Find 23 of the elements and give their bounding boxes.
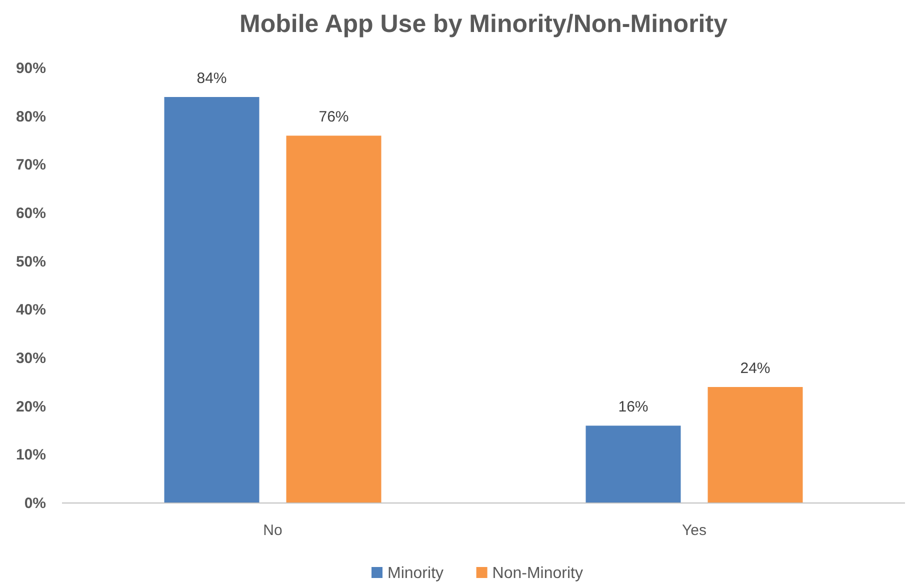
data-label: 24% [740,360,770,377]
y-tick-label: 10% [16,446,46,464]
y-tick-label: 50% [16,253,46,270]
bar [286,136,382,503]
data-label: 16% [618,398,648,416]
y-tick-label: 0% [24,495,46,512]
bar [164,97,260,503]
y-tick-label: 90% [16,60,46,77]
legend-label: Minority [388,565,444,582]
data-label: 76% [318,108,349,126]
y-tick-label: 60% [16,205,46,222]
data-label: 84% [196,70,227,87]
y-tick-label: 30% [16,350,46,367]
x-tick-label: Yes [682,522,706,539]
legend-label: Non-Minority [492,565,583,582]
bar [708,387,803,503]
chart-title: Mobile App Use by Minority/Non-Minority [240,10,728,38]
y-tick-label: 20% [16,398,46,416]
bar [586,426,681,503]
y-tick-label: 80% [16,108,46,126]
y-tick-label: 40% [16,302,46,319]
y-tick-label: 70% [16,156,46,174]
x-tick-label: No [263,522,282,539]
